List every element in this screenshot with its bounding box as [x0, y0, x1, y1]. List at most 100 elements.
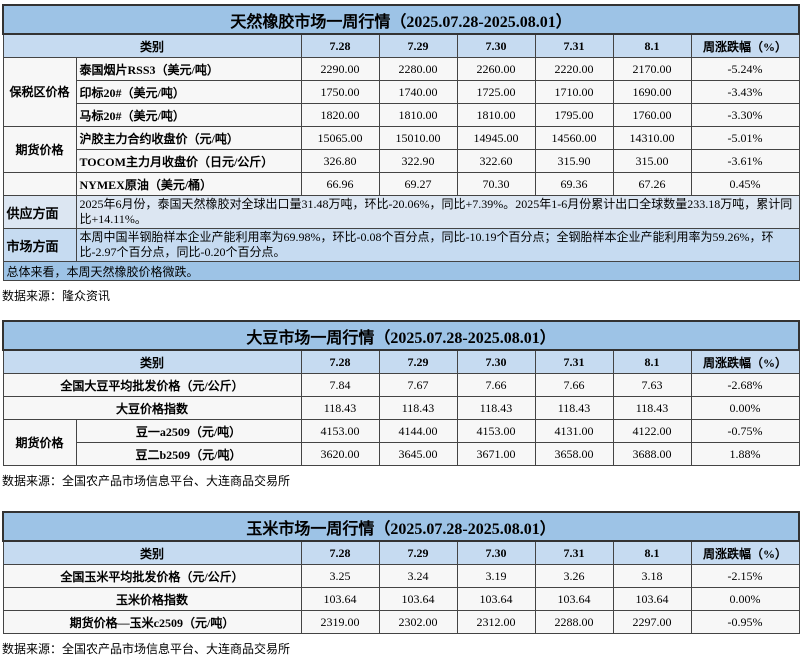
rubber-table: 天然橡胶市场一周行情（2025.07.28-2025.08.01） 类别 7.28 7… — [1, 4, 800, 281]
header-2: 7.29 — [378, 33, 458, 58]
value-cell: 69.36 — [534, 172, 614, 196]
corn-source: 数据来源：全国农产品市场信息平台、大连商品交易所 — [2, 642, 291, 656]
value-cell: 1725.00 — [456, 80, 536, 104]
row-label: 大豆价格指数 — [2, 396, 302, 420]
value-cell: 2312.00 — [456, 610, 536, 634]
header-4: 7.31 — [534, 349, 614, 374]
table-row: 玉米价格指数 103.64 103.64 103.64 103.64 103.64 0.00… — [2, 587, 800, 611]
change-cell: -5.01% — [690, 126, 800, 150]
value-cell: 1820.00 — [300, 103, 380, 127]
value-cell: 118.43 — [456, 396, 536, 420]
value-cell: 2260.00 — [456, 57, 536, 81]
change-cell: 0.00% — [690, 587, 800, 611]
row-label: 玉米价格指数 — [2, 587, 302, 611]
value-cell: 1740.00 — [378, 80, 458, 104]
value-cell: 69.27 — [378, 172, 458, 196]
value-cell: 1760.00 — [612, 103, 692, 127]
table-row: 期货价格 沪胶主力合约收盘价（元/吨） 15065.00 15010.00 14945.… — [2, 126, 800, 173]
row-label: 全国大豆平均批发价格（元/公斤） — [2, 373, 302, 397]
value-cell: 7.84 — [300, 373, 380, 397]
value-cell: 103.64 — [456, 587, 536, 611]
value-cell: 4153.00 — [456, 419, 536, 443]
header-2: 7.29 — [378, 349, 458, 374]
value-cell: 2319.00 — [300, 610, 380, 634]
table-row: 全国大豆平均批发价格（元/公斤） 7.84 7.67 7.66 7.66 7.63 -2.6… — [2, 373, 800, 397]
header-1: 7.28 — [300, 540, 380, 565]
row-label: NYMEX原油（美元/桶） — [75, 172, 302, 196]
header-4: 7.31 — [534, 540, 614, 565]
table-title: 天然橡胶市场一周行情（2025.07.28-2025.08.01） — [1, 4, 800, 35]
value-cell: 1810.00 — [378, 103, 458, 127]
value-cell: 326.80 — [300, 149, 380, 173]
row-label: TOCOM主力月收盘价（日元/公斤） — [75, 149, 302, 173]
table-row: 豆二b2509（元/吨） 3620.00 3645.00 3671.00 3658.00… — [3, 442, 800, 466]
summary-text: 总体来看，本周天然橡胶价格微跌。 — [2, 261, 800, 281]
change-cell: 1.88% — [690, 442, 800, 466]
value-cell: 3.25 — [300, 564, 380, 588]
change-cell: -2.15% — [690, 564, 800, 588]
row-label: 全国玉米平均批发价格（元/公斤） — [2, 564, 302, 588]
table-row: 全国玉米平均批发价格（元/公斤） 3.25 3.24 3.19 3.26 3.18 -2.1… — [2, 564, 800, 588]
value-cell: 3658.00 — [534, 442, 614, 466]
value-cell: 4144.00 — [378, 419, 458, 443]
change-cell: 0.45% — [690, 172, 800, 196]
header-5: 8.1 — [612, 349, 692, 374]
change-cell: -0.75% — [690, 419, 800, 443]
value-cell: 315.00 — [612, 149, 692, 173]
value-cell: 118.43 — [534, 396, 614, 420]
value-cell: 118.43 — [300, 396, 380, 420]
header-row: 类别 7.28 7.29 7.30 7.31 8.1 周涨跌幅（%） — [2, 540, 800, 565]
header-4: 7.31 — [534, 33, 614, 58]
value-cell: 3688.00 — [612, 442, 692, 466]
value-cell: 3.19 — [456, 564, 536, 588]
value-cell: 14560.00 — [534, 126, 614, 150]
table-row: 马标20#（美元/吨） 1820.00 1810.00 1810.00 1795.00 1… — [3, 103, 800, 127]
change-cell: -5.24% — [690, 57, 800, 81]
group-label-futures: 期货价格 — [2, 126, 77, 173]
header-6: 周涨跌幅（%） — [690, 540, 800, 565]
value-cell: 103.64 — [534, 587, 614, 611]
change-cell: -3.30% — [690, 103, 800, 127]
value-cell: 7.67 — [378, 373, 458, 397]
value-cell: 1690.00 — [612, 80, 692, 104]
value-cell: 15065.00 — [300, 126, 380, 150]
value-cell: 315.90 — [534, 149, 614, 173]
header-3: 7.30 — [456, 349, 536, 374]
table-row: 大豆价格指数 118.43 118.43 118.43 118.43 118.43 0.00… — [2, 396, 800, 420]
corn-section: 玉米市场一周行情（2025.07.28-2025.08.01） 类别 7.28 7.2… — [1, 511, 800, 657]
change-cell: -3.61% — [690, 149, 800, 173]
value-cell: 7.66 — [456, 373, 536, 397]
header-category: 类别 — [2, 540, 302, 565]
header-category: 类别 — [2, 349, 302, 374]
header-3: 7.30 — [456, 33, 536, 58]
header-2: 7.29 — [378, 540, 458, 565]
value-cell: 2302.00 — [378, 610, 458, 634]
summary-row: 总体来看，本周天然橡胶价格微跌。 — [2, 261, 800, 281]
value-cell: 4131.00 — [534, 419, 614, 443]
table-title: 大豆市场一周行情（2025.07.28-2025.08.01） — [1, 320, 800, 351]
value-cell: 103.64 — [612, 587, 692, 611]
value-cell: 2290.00 — [300, 57, 380, 81]
soybean-section: 大豆市场一周行情（2025.07.28-2025.08.01） 类别 7.28 7.2… — [1, 320, 800, 489]
header-3: 7.30 — [456, 540, 536, 565]
value-cell: 1795.00 — [534, 103, 614, 127]
value-cell: 322.90 — [378, 149, 458, 173]
value-cell: 7.63 — [612, 373, 692, 397]
change-cell: -3.43% — [690, 80, 800, 104]
value-cell: 2220.00 — [534, 57, 614, 81]
group-label-bonded: 保税区价格 — [2, 57, 77, 127]
rubber-section: 天然橡胶市场一周行情（2025.07.28-2025.08.01） 类别 7.28 7… — [1, 4, 800, 304]
row-label: 印标20#（美元/吨） — [75, 80, 302, 104]
change-cell: -0.95% — [690, 610, 800, 634]
row-label: 期货价格—玉米c2509（元/吨） — [2, 610, 302, 634]
table-row: TOCOM主力月收盘价（日元/公斤） 326.80 322.90 322.60 315.… — [3, 149, 800, 173]
supply-row: 供应方面 2025年6月份，泰国天然橡胶对全球出口量31.48万吨，环比-20.0… — [2, 195, 800, 229]
value-cell: 3671.00 — [456, 442, 536, 466]
header-1: 7.28 — [300, 33, 380, 58]
header-6: 周涨跌幅（%） — [690, 33, 800, 58]
value-cell: 3.24 — [378, 564, 458, 588]
value-cell: 1710.00 — [534, 80, 614, 104]
value-cell: 3.18 — [612, 564, 692, 588]
header-category: 类别 — [2, 33, 302, 58]
title-row: 天然橡胶市场一周行情（2025.07.28-2025.08.01） — [1, 4, 800, 35]
